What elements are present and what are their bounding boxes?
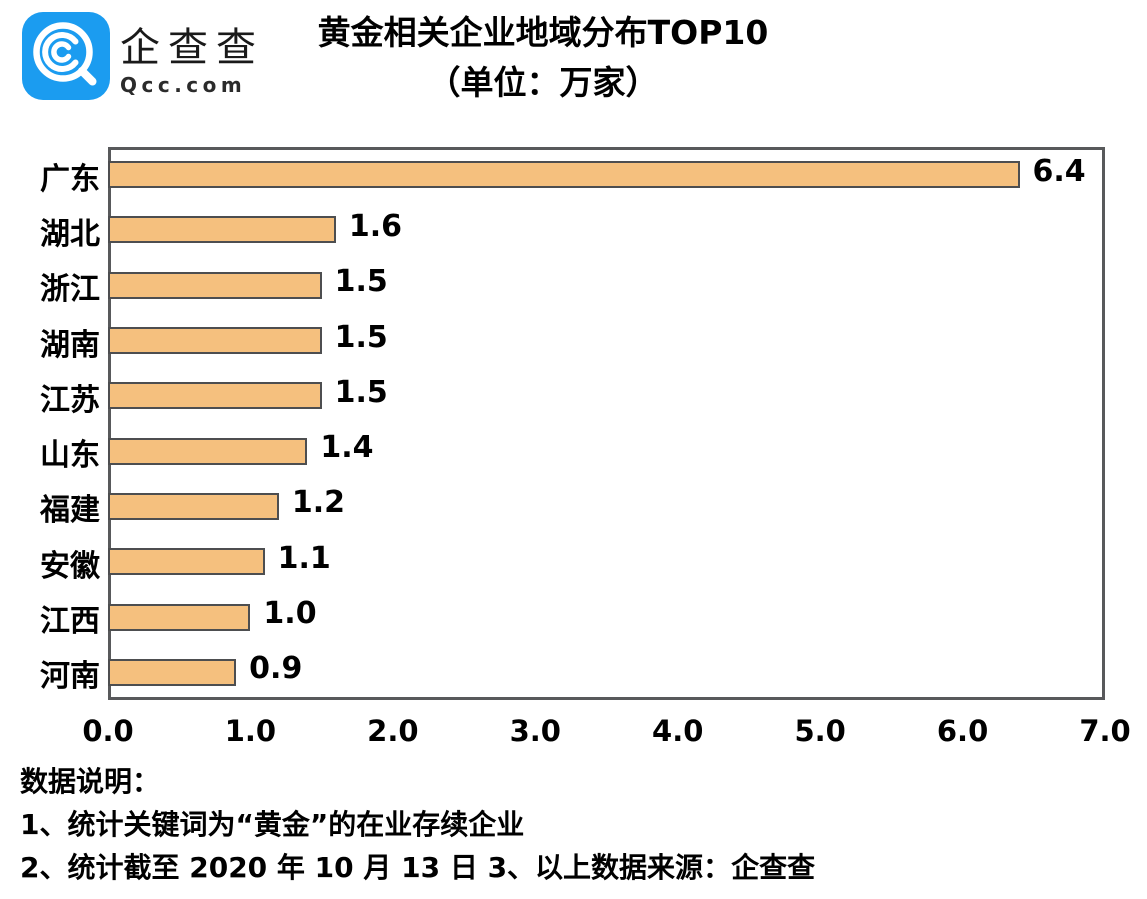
x-tick-label: 0.0 xyxy=(82,714,134,748)
category-label: 湖北 xyxy=(40,216,100,252)
bar-安徽 xyxy=(108,548,265,576)
value-label: 6.4 xyxy=(1032,153,1086,189)
x-tick-label: 7.0 xyxy=(1079,714,1131,748)
category-label: 广东 xyxy=(40,161,100,197)
notes-line2: 2、统计截至 2020 年 10 月 13 日 3、以上数据来源：企查查 xyxy=(20,851,816,884)
value-label: 1.4 xyxy=(320,430,374,466)
chart-title: 黄金相关企业地域分布TOP10 （单位：万家） xyxy=(118,8,968,108)
category-label: 山东 xyxy=(40,438,100,474)
value-label: 1.2 xyxy=(291,485,346,521)
qcc-magnifier-icon xyxy=(22,12,110,100)
x-tick-label: 4.0 xyxy=(652,714,704,748)
bar-江西 xyxy=(108,603,251,631)
notes-heading: 数据说明： xyxy=(20,765,161,798)
chart-title-line1: 黄金相关企业地域分布TOP10 xyxy=(317,13,769,52)
value-label: 1.5 xyxy=(334,319,388,355)
brand-header: 企查查 Qcc.com xyxy=(22,12,264,100)
brand-text: 企查查 Qcc.com xyxy=(120,12,264,100)
category-label: 浙江 xyxy=(40,272,100,308)
bar-福建 xyxy=(108,492,279,520)
x-tick-label: 3.0 xyxy=(509,714,561,748)
category-label: 湖南 xyxy=(40,327,100,363)
category-label: 江苏 xyxy=(40,382,100,418)
category-label: 福建 xyxy=(40,493,100,529)
category-label: 安徽 xyxy=(40,548,100,584)
bar-湖北 xyxy=(108,216,336,244)
bar-河南 xyxy=(108,658,237,686)
category-label: 江西 xyxy=(40,604,100,640)
category-label: 河南 xyxy=(40,659,100,695)
value-label: 1.5 xyxy=(334,374,388,410)
value-label: 1.5 xyxy=(334,264,388,300)
value-label: 1.6 xyxy=(348,208,403,244)
brand-name-cn: 企查查 xyxy=(120,25,264,71)
x-tick-label: 2.0 xyxy=(367,714,419,748)
plot-area xyxy=(108,147,1105,700)
x-tick-label: 5.0 xyxy=(794,714,846,748)
value-label: 1.1 xyxy=(277,540,331,576)
x-tick-label: 6.0 xyxy=(936,714,989,748)
value-label: 0.9 xyxy=(249,651,303,687)
notes-line1: 1、统计关键词为“黄金”的在业存续企业 xyxy=(20,808,525,841)
bar-浙江 xyxy=(108,271,322,299)
bar-广东 xyxy=(108,161,1020,189)
chart-title-line2: （单位：万家） xyxy=(427,63,659,102)
brand-name-en: Qcc.com xyxy=(120,73,247,97)
value-label: 1.0 xyxy=(263,596,317,632)
x-tick-label: 1.0 xyxy=(224,714,277,748)
bar-江苏 xyxy=(108,382,322,410)
bar-湖南 xyxy=(108,327,322,355)
data-notes: 数据说明： 1、统计关键词为“黄金”的在业存续企业 2、统计截至 2020 年 … xyxy=(20,760,1120,889)
bar-山东 xyxy=(108,437,308,465)
